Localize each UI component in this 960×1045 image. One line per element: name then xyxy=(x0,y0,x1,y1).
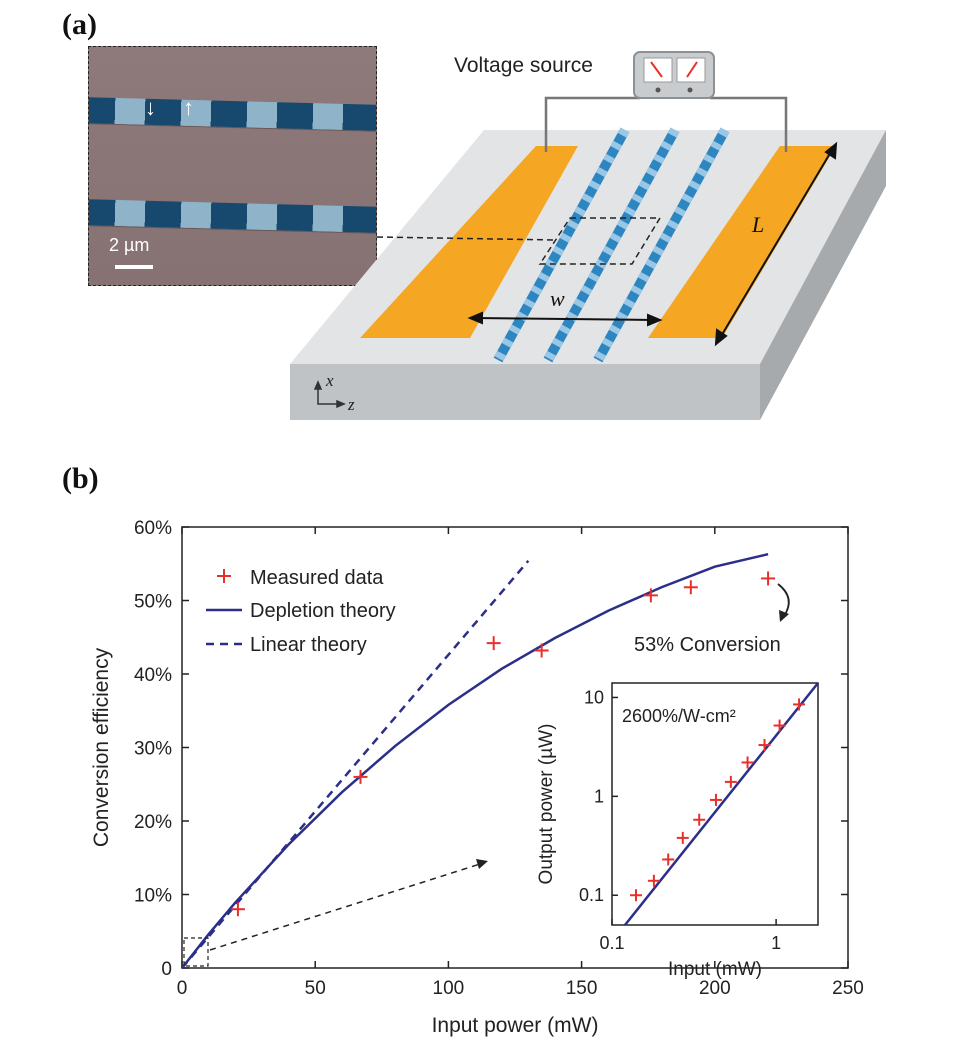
y-tick-label: 10% xyxy=(134,886,172,907)
zoom-arrow-line xyxy=(209,863,481,951)
inset-measured-point xyxy=(758,739,771,752)
measured-point xyxy=(534,643,549,658)
inset-x-tick-label: 1 xyxy=(771,933,781,953)
inset-measured-point xyxy=(676,831,689,844)
y-tick-label: 60% xyxy=(134,518,172,539)
wire-right xyxy=(710,96,788,152)
axis-z-label: z xyxy=(347,395,355,414)
x-tick-label: 0 xyxy=(177,978,188,999)
inset-y-tick-label: 0.1 xyxy=(579,885,604,905)
axis-x-label: x xyxy=(325,371,334,390)
length-label: L xyxy=(751,212,764,237)
legend-label-measured: Measured data xyxy=(250,567,384,589)
measured-point xyxy=(486,636,501,651)
zoom-box xyxy=(183,937,209,967)
inset-measured-point xyxy=(647,874,660,887)
y-tick-label: 40% xyxy=(134,665,172,686)
y-tick-label: 20% xyxy=(134,812,172,833)
waveguides xyxy=(493,127,730,363)
width-label: w xyxy=(550,286,565,311)
x-tick-label: 100 xyxy=(433,978,465,999)
measured-point xyxy=(761,571,776,586)
inset-y-tick-label: 1 xyxy=(594,786,604,806)
conversion-annotation: 53% Conversion xyxy=(634,634,781,656)
inset-measured-point xyxy=(724,775,737,788)
domain-down-arrow-icon: ↓ xyxy=(145,95,156,120)
x-tick-label: 200 xyxy=(699,978,731,999)
measured-point xyxy=(230,902,245,917)
inset-measured-point xyxy=(793,698,806,711)
substrate-side xyxy=(760,130,886,420)
width-dimension-arrow xyxy=(467,311,663,327)
measured-point xyxy=(353,769,368,784)
conversion-arrow-head xyxy=(779,610,789,622)
sem-micrograph: ↓ ↑ 2 µm xyxy=(88,46,377,286)
domain-up-arrow-icon: ↑ xyxy=(183,95,194,120)
legend: Measured data Depletion theory Linear theo… xyxy=(206,567,396,656)
scale-bar xyxy=(115,265,153,269)
series-linear-theory xyxy=(181,560,530,969)
legend-label-depletion: Depletion theory xyxy=(250,600,396,622)
inset-x-axis-label: Input (mW) xyxy=(668,959,762,980)
inset-slope-annotation: 2600%/W-cm² xyxy=(622,706,736,726)
inset-measured-point xyxy=(709,793,722,806)
inset-measured-point xyxy=(662,853,675,866)
inset-fit-line xyxy=(624,682,819,926)
x-tick-label: 50 xyxy=(305,978,326,999)
inset-y-axis-label: Output power (µW) xyxy=(536,724,557,885)
x-tick-label: 250 xyxy=(832,978,864,999)
y-tick-label: 30% xyxy=(134,739,172,760)
length-dimension-arrow xyxy=(714,141,838,347)
inset-measured-point xyxy=(741,756,754,769)
y-tick-label: 50% xyxy=(134,592,172,613)
inset-x-tick-label: 0.1 xyxy=(599,933,624,953)
zoom-region-box xyxy=(538,217,662,265)
coordinate-axes-icon xyxy=(313,380,346,409)
inset-measured-point xyxy=(693,813,706,826)
wire-left xyxy=(544,96,640,152)
voltmeter-icon xyxy=(633,51,715,99)
legend-label-linear: Linear theory xyxy=(250,634,367,656)
x-tick-label: 150 xyxy=(566,978,598,999)
substrate-front xyxy=(290,364,760,420)
inset-y-tick-label: 10 xyxy=(584,687,604,707)
inset-measured-point xyxy=(629,889,642,902)
measured-point xyxy=(643,588,658,603)
y-tick-label: 0 xyxy=(161,959,172,980)
scale-bar-label: 2 µm xyxy=(109,235,150,255)
x-axis-label: Input power (mW) xyxy=(432,1014,599,1037)
y-axis-label: Conversion efficiency xyxy=(90,647,113,847)
measured-point xyxy=(683,580,698,595)
panel-a-label: (a) xyxy=(62,8,97,41)
left-electrode xyxy=(360,146,578,338)
series-depletion-theory xyxy=(181,552,769,969)
inset-plot: 0.1 1 0.1 1 10 Input (mW) Output power (µW) xyxy=(536,682,819,980)
voltage-source-label: Voltage source xyxy=(454,54,593,77)
inset-measured-point xyxy=(773,719,786,732)
zoom-arrow-head xyxy=(476,859,488,869)
main-plot: 0 50 100 150 200 250 0 10% 20% 30% 40% 50% 60% Input … xyxy=(90,518,864,1037)
legend-marker-measured xyxy=(217,569,231,583)
right-electrode xyxy=(648,146,836,338)
panel-b-label: (b) xyxy=(62,462,99,495)
electrode-fingers xyxy=(462,157,568,317)
device-schematic: w L x z xyxy=(290,51,886,420)
